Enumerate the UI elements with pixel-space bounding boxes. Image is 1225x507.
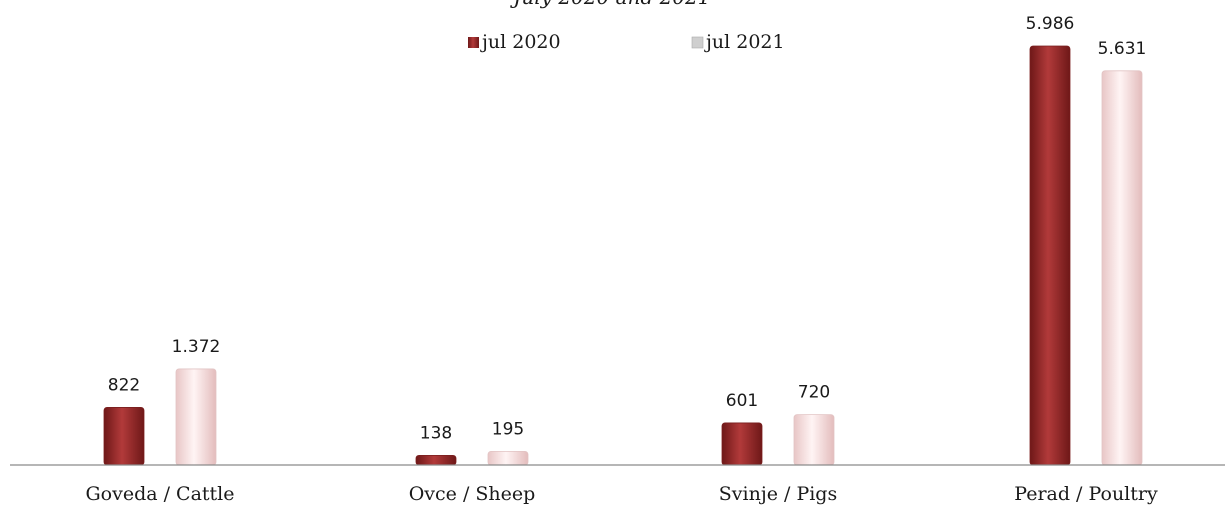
- data-label-jul-2021-svinje-pigs: 720: [798, 383, 830, 403]
- bar-jul-2020-perad-poultry: [1029, 45, 1071, 466]
- legend-item-jul-2020: jul 2020: [468, 31, 561, 53]
- data-label-jul-2021-goveda-cattle: 1.372: [172, 337, 221, 357]
- category-label-perad-poultry: Perad / Poultry: [1014, 483, 1158, 505]
- category-label-ovce-sheep: Ovce / Sheep: [409, 483, 536, 505]
- bar-jul-2021-goveda-cattle: [175, 368, 217, 466]
- category-label-goveda-cattle: Goveda / Cattle: [85, 483, 234, 505]
- legend-swatch-jul-2021: [691, 36, 704, 49]
- legend-swatch-jul-2020: [468, 37, 479, 48]
- bar-jul-2021-svinje-pigs: [793, 414, 835, 466]
- legend-label-jul-2021: jul 2021: [704, 31, 785, 53]
- data-label-jul-2020-perad-poultry: 5.986: [1026, 14, 1075, 34]
- data-label-jul-2020-svinje-pigs: 601: [726, 391, 758, 411]
- legend-label-jul-2020: jul 2020: [480, 31, 561, 53]
- bar-jul-2020-svinje-pigs: [721, 422, 763, 466]
- category-labels: Goveda / Cattle Ovce / Sheep Svinje / Pigs…: [85, 483, 1158, 505]
- data-label-jul-2020-goveda-cattle: 822: [108, 375, 140, 395]
- data-labels: 822 1.372 138 195 601 720 5.986 5.631: [108, 14, 1147, 443]
- bar-jul-2021-ovce-sheep: [487, 450, 529, 466]
- bar-jul-2020-ovce-sheep: [415, 454, 457, 466]
- data-label-jul-2020-ovce-sheep: 138: [420, 423, 452, 443]
- data-label-jul-2021-perad-poultry: 5.631: [1098, 39, 1147, 59]
- legend: jul 2020 jul 2021: [468, 31, 785, 53]
- bars: [103, 45, 1143, 466]
- data-label-jul-2021-ovce-sheep: 195: [492, 419, 524, 439]
- bar-jul-2020-goveda-cattle: [103, 407, 145, 466]
- category-label-svinje-pigs: Svinje / Pigs: [719, 483, 837, 505]
- chart-subtitle: July 2020 and 2021: [509, 0, 710, 9]
- bar-jul-2021-perad-poultry: [1101, 70, 1143, 466]
- legend-item-jul-2021: jul 2021: [691, 31, 785, 53]
